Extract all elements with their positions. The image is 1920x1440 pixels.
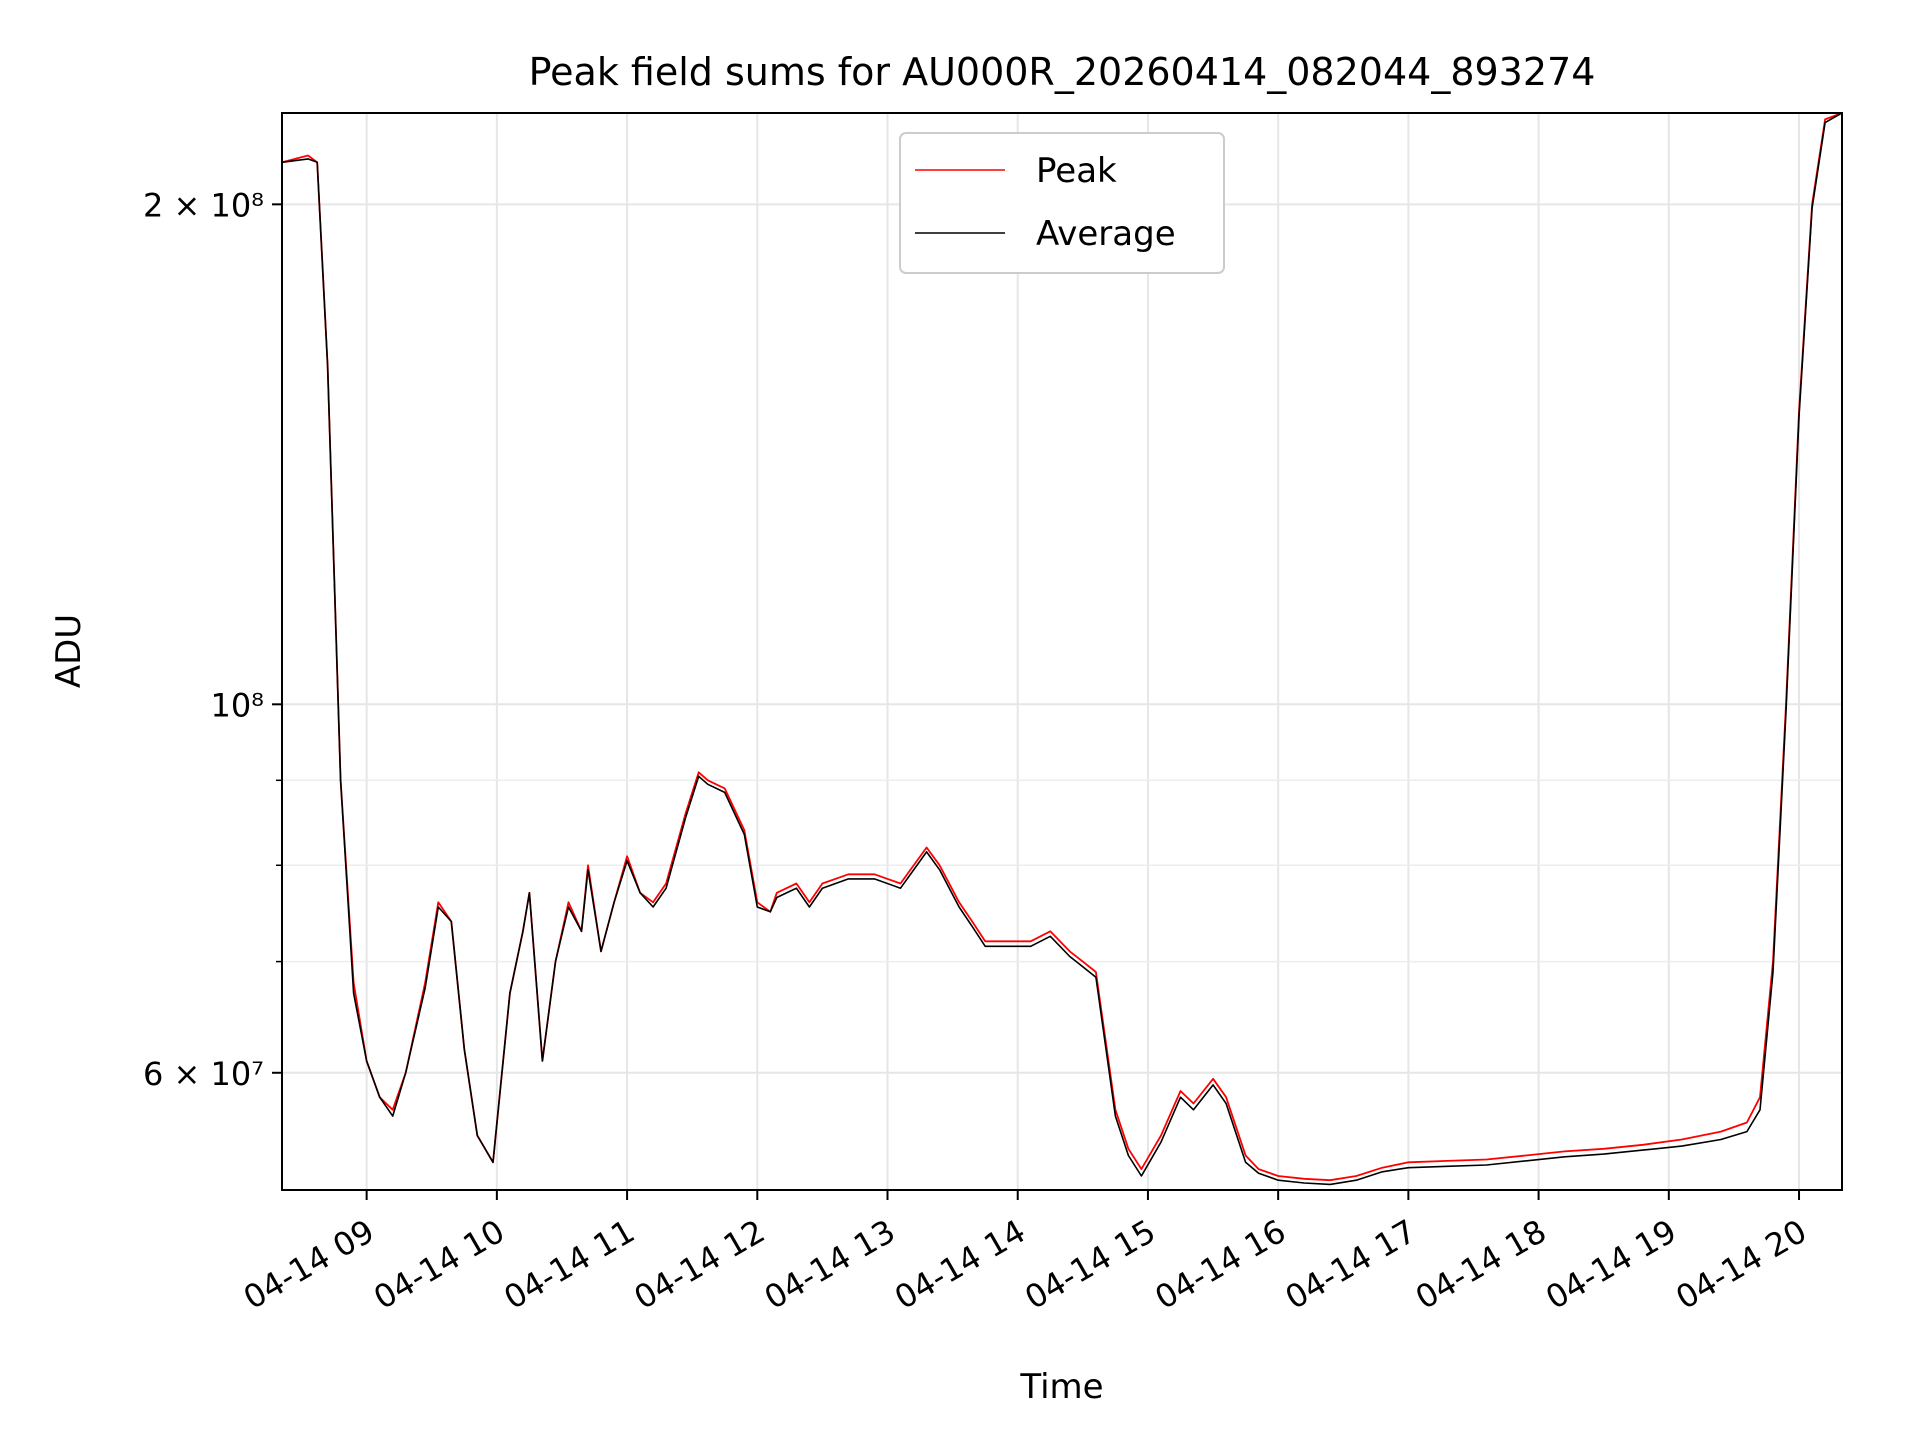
y-axis-label: ADU (49, 614, 89, 688)
y-tick-label: 2 × 10⁸ (143, 186, 264, 224)
legend: Peak Average (899, 132, 1225, 274)
series-line-average (282, 113, 1842, 1186)
series-lines (282, 113, 1842, 1186)
y-tick-label: 10⁸ (210, 686, 264, 724)
legend-label-peak: Peak (1036, 151, 1117, 191)
x-axis-label: Time (1019, 1367, 1103, 1407)
legend-label-average: Average (1036, 214, 1176, 254)
chart-title: Peak field sums for AU000R_20260414_0820… (529, 50, 1596, 94)
legend-box (899, 132, 1225, 274)
plot-frame (281, 112, 1843, 1191)
y-tick-label: 6 × 10⁷ (143, 1055, 264, 1093)
